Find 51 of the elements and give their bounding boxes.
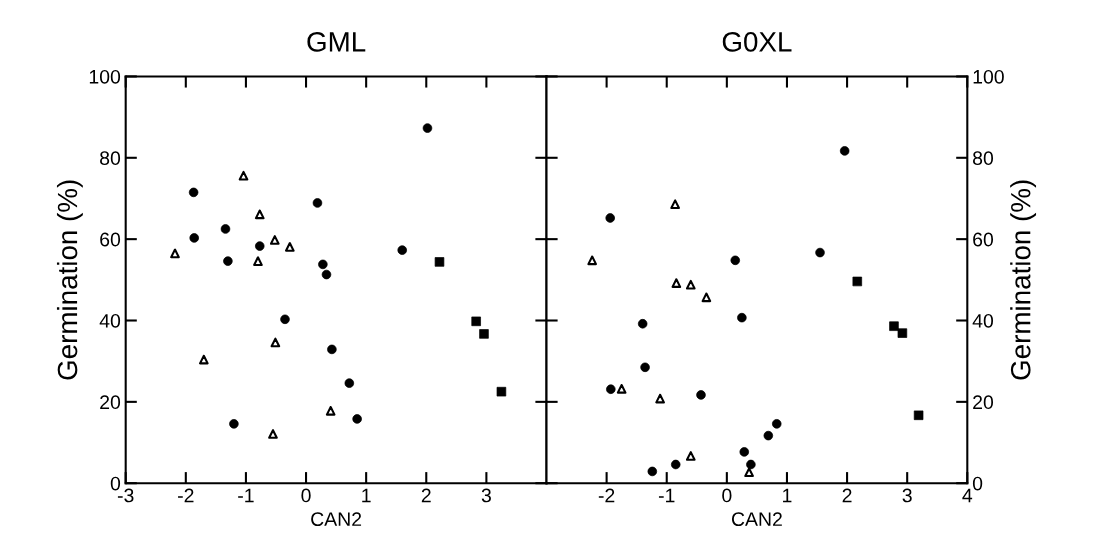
point: [685, 279, 696, 290]
y2-tick-label: 80: [973, 151, 994, 166]
y2-tick-label: 60: [973, 232, 994, 247]
x-tick-label: -2: [178, 488, 194, 503]
point: [744, 467, 754, 478]
x-tick-label: -3: [117, 488, 134, 503]
x-tick-label: -1: [238, 488, 254, 503]
y-tick-label: 100: [89, 69, 121, 84]
point: [587, 255, 598, 266]
x-tick-label: 1: [783, 488, 792, 503]
chart-title: GML: [307, 32, 366, 52]
chart-title: G0XL: [722, 32, 792, 52]
x-tick-label: 3: [902, 488, 912, 503]
point: [254, 209, 265, 220]
y-axis-title: Germination (%): [56, 180, 83, 380]
y-tick-label: 80: [100, 151, 121, 166]
x-tick-label: -1: [658, 488, 675, 503]
point: [701, 292, 712, 303]
y-tick-label: 60: [100, 232, 121, 247]
x-axis-title: CAN2: [311, 512, 362, 527]
x-axis-title: CAN2: [731, 512, 782, 527]
point: [284, 242, 295, 252]
point: [199, 354, 209, 365]
y-tick-label: 20: [100, 395, 121, 410]
x-tick-label: 1: [362, 488, 371, 503]
x-tick-label: 2: [421, 488, 431, 503]
point: [670, 199, 680, 210]
y2-tick-label: 0: [972, 476, 983, 491]
y2-axis-title: Germination (%): [1010, 180, 1037, 380]
y2-tick-label: 100: [973, 69, 1004, 84]
y2-tick-label: 20: [973, 395, 994, 410]
point: [170, 248, 180, 259]
point: [270, 337, 281, 348]
x-tick-label: 0: [722, 488, 732, 503]
x-tick-label: 4: [962, 488, 973, 503]
y-tick-label: 0: [110, 476, 121, 491]
point: [655, 393, 665, 404]
point: [325, 405, 336, 416]
point: [685, 451, 696, 461]
point: [616, 384, 627, 394]
point: [269, 235, 280, 245]
x-tick-label: 0: [301, 488, 311, 503]
x-tick-label: -2: [598, 488, 615, 503]
point: [238, 170, 249, 181]
point: [671, 278, 682, 288]
y-tick-label: 40: [99, 313, 121, 328]
y2-tick-label: 40: [972, 313, 994, 328]
x-tick-label: 3: [481, 488, 491, 503]
point: [268, 429, 278, 439]
x-tick-label: 2: [842, 488, 852, 503]
point: [253, 256, 263, 266]
